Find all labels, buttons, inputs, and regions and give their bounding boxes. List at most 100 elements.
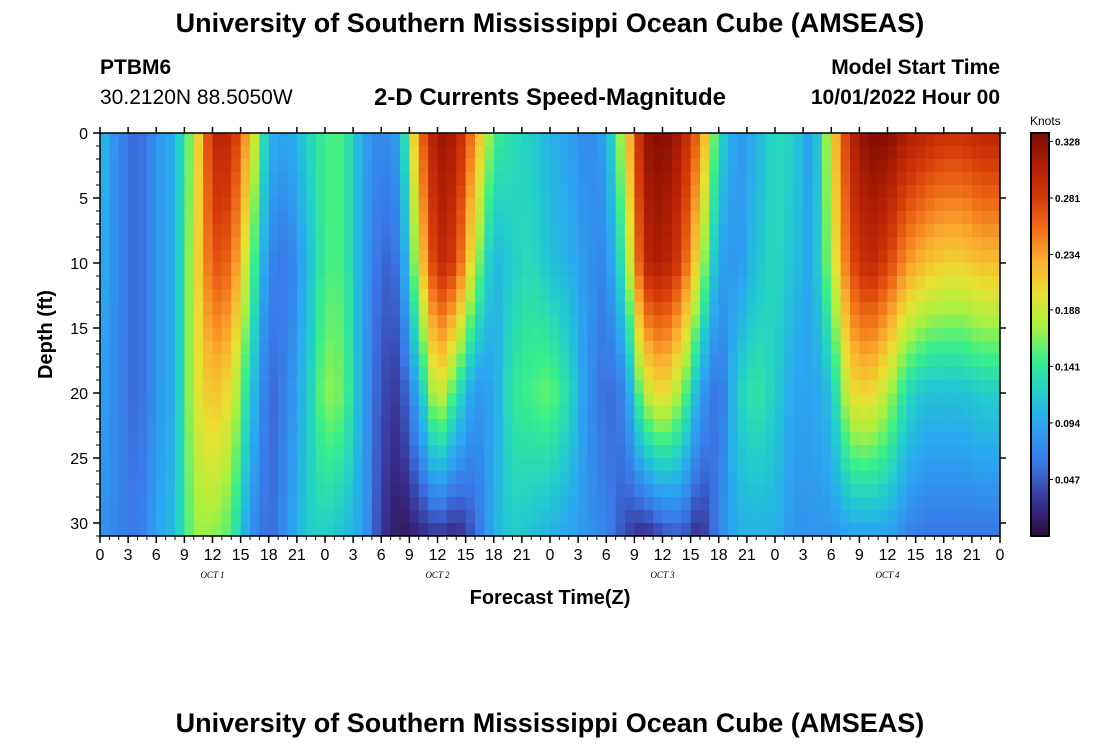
y-tick-label: 30 — [70, 516, 88, 533]
heatmap-cell — [221, 276, 232, 290]
heatmap-cell — [671, 302, 682, 316]
heatmap-cell — [709, 237, 720, 251]
heatmap-cell — [662, 146, 673, 160]
heatmap-cell — [925, 289, 935, 303]
heatmap-cell — [137, 497, 148, 511]
heatmap-cell — [193, 185, 204, 199]
heatmap-cell — [465, 484, 476, 498]
heatmap-cell — [990, 185, 1001, 199]
heatmap-cell — [278, 133, 289, 147]
heatmap-cell — [671, 185, 682, 199]
heatmap-cell — [531, 380, 542, 394]
heatmap-cell — [381, 328, 392, 342]
heatmap-cell — [700, 224, 710, 238]
x-tick-label: 3 — [799, 547, 808, 564]
heatmap-cell — [381, 185, 392, 199]
heatmap-cell — [475, 237, 485, 251]
heatmap-cell — [334, 484, 345, 498]
heatmap-cell — [128, 419, 139, 433]
heatmap-cell — [287, 263, 298, 277]
heatmap-cell — [803, 510, 814, 524]
heatmap-cell — [868, 341, 879, 355]
heatmap-cell — [315, 484, 326, 498]
heatmap-cell — [540, 484, 551, 498]
heatmap-cell — [878, 458, 889, 472]
heatmap-cell — [418, 263, 429, 277]
heatmap-cell — [175, 393, 185, 407]
heatmap-cell — [165, 211, 176, 225]
heatmap-cell — [878, 419, 889, 433]
heatmap-cell — [737, 250, 748, 264]
heatmap-cell — [587, 432, 598, 446]
heatmap-cell — [850, 198, 860, 212]
heatmap-cell — [137, 289, 148, 303]
heatmap-cell — [915, 224, 926, 238]
heatmap-cell — [765, 315, 776, 329]
heatmap-cell — [775, 315, 785, 329]
heatmap-cell — [962, 250, 973, 264]
heatmap-cell — [175, 224, 185, 238]
heatmap-cell — [859, 497, 870, 511]
heatmap-cell — [428, 172, 439, 186]
heatmap-cell — [212, 523, 223, 537]
heatmap-cell — [634, 510, 645, 524]
heatmap-cell — [775, 380, 785, 394]
heatmap-cell — [728, 458, 739, 472]
heatmap-cell — [475, 497, 485, 511]
heatmap-cell — [821, 224, 832, 238]
heatmap-cell — [418, 237, 429, 251]
heatmap-cell — [896, 406, 907, 420]
heatmap-cell — [165, 406, 176, 420]
heatmap-cell — [906, 146, 917, 160]
heatmap-cell — [943, 458, 954, 472]
heatmap-cell — [784, 471, 795, 485]
heatmap-cell — [128, 198, 139, 212]
heatmap-cell — [250, 172, 260, 186]
heatmap-cell — [287, 172, 298, 186]
heatmap-cell — [240, 510, 251, 524]
heatmap-cell — [428, 159, 439, 173]
heatmap-cell — [896, 471, 907, 485]
heatmap-cell — [990, 133, 1001, 147]
heatmap-cell — [475, 354, 485, 368]
heatmap-cell — [456, 276, 467, 290]
heatmap-cell — [550, 276, 560, 290]
heatmap-cell — [475, 523, 485, 537]
heatmap-cell — [475, 224, 485, 238]
heatmap-cell — [625, 471, 635, 485]
heatmap-cell — [259, 367, 270, 381]
heatmap-cell — [362, 211, 373, 225]
heatmap-cell — [596, 445, 607, 459]
heatmap-cell — [662, 341, 673, 355]
heatmap-cell — [906, 224, 917, 238]
heatmap-cell — [231, 367, 242, 381]
heatmap-cell — [765, 471, 776, 485]
heatmap-cell — [953, 445, 964, 459]
heatmap-cell — [906, 211, 917, 225]
heatmap-cell — [831, 302, 842, 316]
heatmap-cell — [718, 484, 729, 498]
heatmap-cell — [793, 458, 804, 472]
heatmap-cell — [259, 341, 270, 355]
heatmap-cell — [465, 211, 476, 225]
heatmap-cell — [775, 211, 785, 225]
heatmap-cell — [559, 263, 570, 277]
heatmap-cell — [521, 510, 532, 524]
heatmap-cell — [456, 159, 467, 173]
heatmap-cell — [568, 263, 579, 277]
heatmap-cell — [765, 289, 776, 303]
heatmap-cell — [100, 224, 110, 238]
heatmap-cell — [306, 497, 317, 511]
colorbar-tick-label: 0.234 — [1055, 251, 1080, 262]
heatmap-cell — [718, 250, 729, 264]
heatmap-cell — [953, 185, 964, 199]
heatmap-cell — [250, 224, 260, 238]
heatmap-cell — [653, 406, 664, 420]
heatmap-cell — [465, 315, 476, 329]
heatmap-cell — [925, 341, 935, 355]
heatmap-cell — [390, 224, 401, 238]
heatmap-cell — [240, 523, 251, 537]
heatmap-cell — [934, 497, 945, 511]
heatmap-cell — [193, 380, 204, 394]
heatmap-cell — [803, 393, 814, 407]
